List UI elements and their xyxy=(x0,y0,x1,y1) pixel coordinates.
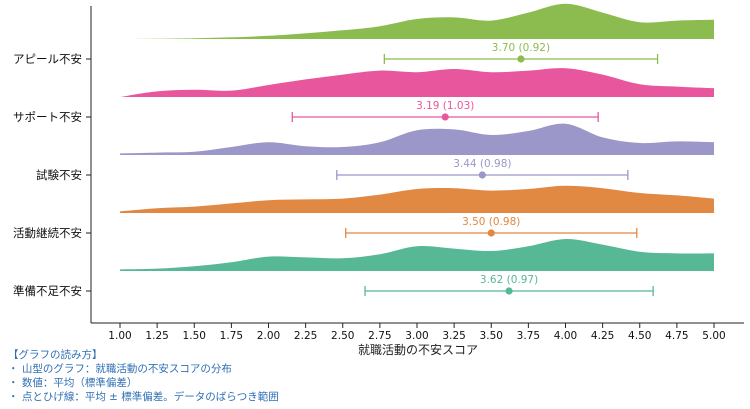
notes-item-3: ・ 点とひげ線：平均 ± 標準偏差。データのばらつき範囲 xyxy=(8,391,279,403)
mean-sd-label: 3.19 (1.03) xyxy=(416,100,474,112)
x-tick-label: 4.00 xyxy=(554,330,577,342)
x-tick-label: 1.50 xyxy=(183,330,206,342)
x-tick-label: 2.00 xyxy=(257,330,280,342)
x-tick-label: 5.00 xyxy=(702,330,725,342)
mean-point xyxy=(478,171,486,179)
x-tick-label: 3.50 xyxy=(480,330,503,342)
x-tick-label: 3.25 xyxy=(442,330,465,342)
x-ticks: 1.00 1.25 1.50 1.75 2.00 2.25 2.50 2.75 3.00 3.25… xyxy=(108,323,726,342)
notes-title: 【グラフの読み方】 xyxy=(8,349,103,361)
notes-item-1: ・ 山型のグラフ：就職活動の不安スコアの分布 xyxy=(8,363,232,375)
x-tick-label: 2.50 xyxy=(331,330,354,342)
axes xyxy=(90,6,744,324)
ridge-density xyxy=(120,68,714,97)
x-tick-label: 1.00 xyxy=(108,330,131,342)
x-tick-label: 1.25 xyxy=(145,330,168,342)
mean-point xyxy=(505,287,513,295)
x-tick-label: 2.25 xyxy=(294,330,317,342)
mean-point xyxy=(487,229,495,237)
x-axis-title: 就職活動の不安スコア xyxy=(358,342,478,357)
x-tick-label: 1.75 xyxy=(220,330,243,342)
x-tick-label: 4.50 xyxy=(628,330,651,342)
mean-sd-label: 3.50 (0.98) xyxy=(462,216,520,228)
notes-item-2: ・ 数値：平均（標準偏差） xyxy=(8,377,138,389)
x-tick-label: 2.75 xyxy=(368,330,391,342)
ridge-density xyxy=(120,185,714,213)
x-tick-label: 3.75 xyxy=(517,330,540,342)
error-bars: 3.70 (0.92) 3.19 (1.03) 3.44 (0.98) 3.50 (0… xyxy=(291,42,659,296)
mean-sd-label: 3.70 (0.92) xyxy=(492,42,550,54)
mean-sd-label: 3.62 (0.97) xyxy=(480,274,538,286)
mean-point xyxy=(517,55,525,63)
x-tick-label: 3.00 xyxy=(405,330,428,342)
ridge-density xyxy=(120,123,714,155)
ridges xyxy=(120,3,714,271)
x-tick-label: 4.75 xyxy=(665,330,688,342)
x-tick-label: 4.25 xyxy=(591,330,614,342)
mean-point xyxy=(441,113,449,121)
y-category-label: 試験不安 xyxy=(36,168,82,182)
y-category-label: 準備不足不安 xyxy=(13,284,82,298)
ridge-density xyxy=(120,238,714,271)
ridge-density xyxy=(120,3,714,40)
y-category-label: 活動継続不安 xyxy=(13,226,82,240)
y-category-label: サポート不安 xyxy=(13,110,82,124)
y-category-label: アピール不安 xyxy=(13,52,82,66)
mean-sd-label: 3.44 (0.98) xyxy=(453,158,511,170)
